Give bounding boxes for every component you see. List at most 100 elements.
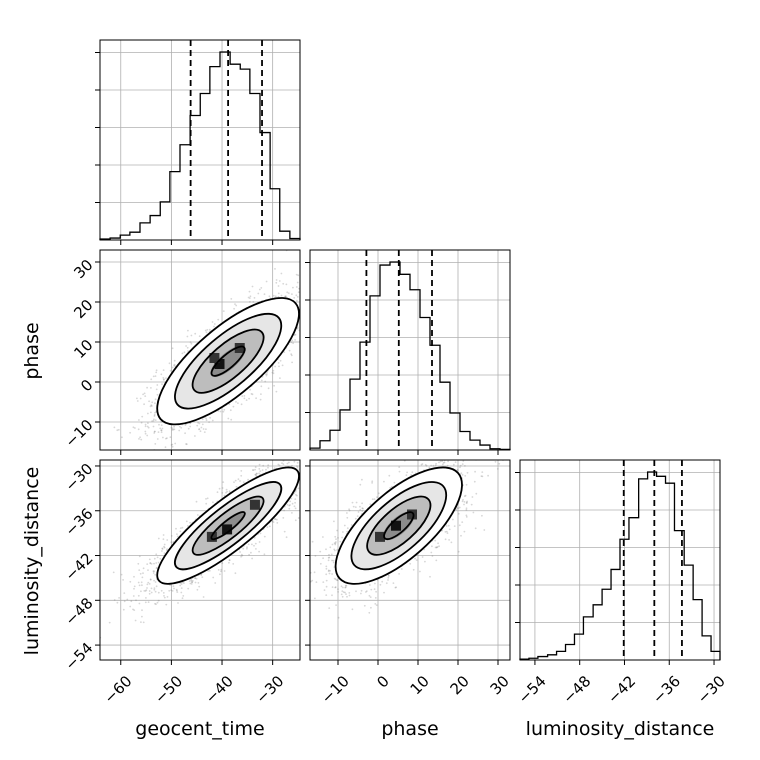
sample-point <box>113 599 116 601</box>
sample-point <box>171 428 174 431</box>
sample-point <box>255 472 258 475</box>
sample-point <box>122 608 125 611</box>
sample-point <box>141 415 144 418</box>
sample-point <box>307 307 309 309</box>
sample-point <box>170 426 173 429</box>
sample-point <box>263 293 266 296</box>
sample-point <box>305 323 307 325</box>
sample-point <box>205 331 208 334</box>
sample-point <box>254 466 257 468</box>
sample-point <box>161 547 164 550</box>
sample-point <box>275 281 278 284</box>
sample-point <box>154 398 157 401</box>
sample-point <box>317 479 319 481</box>
sample-point <box>275 390 278 393</box>
sample-point <box>259 470 262 472</box>
sample-point <box>165 437 167 440</box>
sample-point <box>249 388 252 391</box>
sample-point <box>227 417 230 420</box>
sample-point <box>139 397 142 400</box>
sample-point <box>162 534 165 536</box>
sample-point <box>296 466 299 469</box>
sample-point <box>239 480 241 482</box>
sample-point <box>284 295 286 298</box>
panel-phase-histogram <box>305 249 511 455</box>
sample-point <box>286 503 289 506</box>
sample-point <box>301 482 303 484</box>
sample-point <box>195 577 198 580</box>
sample-point <box>201 418 204 421</box>
sample-point <box>213 323 216 325</box>
sample-point <box>173 428 176 431</box>
sample-point <box>277 362 280 364</box>
contour-line <box>156 297 300 426</box>
sample-point <box>311 292 313 294</box>
sample-point <box>274 518 277 521</box>
sample-point <box>150 411 152 414</box>
sample-point <box>251 285 254 288</box>
sample-point <box>326 282 328 284</box>
sample-point <box>214 582 217 584</box>
sample-point <box>153 579 156 582</box>
sample-point <box>260 393 262 395</box>
sample-point <box>331 295 333 297</box>
sample-point <box>219 410 222 413</box>
sample-point <box>138 555 141 558</box>
sample-point <box>152 375 155 378</box>
sample-point <box>294 333 297 336</box>
sample-point <box>220 568 223 571</box>
sample-point <box>205 498 207 500</box>
sample-point <box>235 401 237 403</box>
sample-point <box>274 365 276 368</box>
sample-point <box>196 588 199 591</box>
sample-point <box>186 335 189 338</box>
sample-point <box>294 339 296 341</box>
sample-point <box>138 602 141 605</box>
sample-point <box>302 485 304 487</box>
sample-point <box>116 429 119 432</box>
sample-point <box>141 609 143 612</box>
sample-point <box>312 308 314 310</box>
sample-point <box>171 590 174 592</box>
sample-point <box>198 335 201 338</box>
sample-point <box>156 438 159 440</box>
sample-point <box>154 602 156 605</box>
sample-point <box>156 556 159 559</box>
sample-point <box>132 595 135 597</box>
sample-point <box>237 402 239 404</box>
sample-point <box>293 460 296 463</box>
sample-point <box>157 431 160 433</box>
sample-point <box>155 603 157 606</box>
sample-point <box>170 541 173 543</box>
sample-point <box>265 373 267 376</box>
sample-point <box>292 436 294 438</box>
sample-point <box>175 588 178 591</box>
sample-point <box>286 462 289 465</box>
sample-point <box>237 478 240 481</box>
sample-point <box>208 328 211 331</box>
sample-point <box>163 543 166 546</box>
contours <box>156 297 300 426</box>
sample-point <box>276 522 279 524</box>
sample-point <box>296 465 298 467</box>
sample-point <box>142 621 145 624</box>
sample-point <box>138 419 140 421</box>
sample-point <box>232 405 235 408</box>
sample-point <box>200 426 203 429</box>
sample-point <box>208 421 211 423</box>
sample-point <box>190 583 193 585</box>
sample-point <box>254 473 257 476</box>
sample-point <box>198 428 200 431</box>
sample-point <box>246 546 248 549</box>
sample-point <box>160 589 163 592</box>
sample-point <box>295 450 297 452</box>
sample-point <box>165 603 168 606</box>
sample-point <box>153 413 156 416</box>
sample-point <box>223 494 226 497</box>
sample-point <box>151 401 154 404</box>
sample-point <box>211 321 214 323</box>
sample-point <box>266 373 268 375</box>
sample-point <box>148 590 151 592</box>
sample-point <box>229 409 232 412</box>
sample-point <box>190 579 193 582</box>
